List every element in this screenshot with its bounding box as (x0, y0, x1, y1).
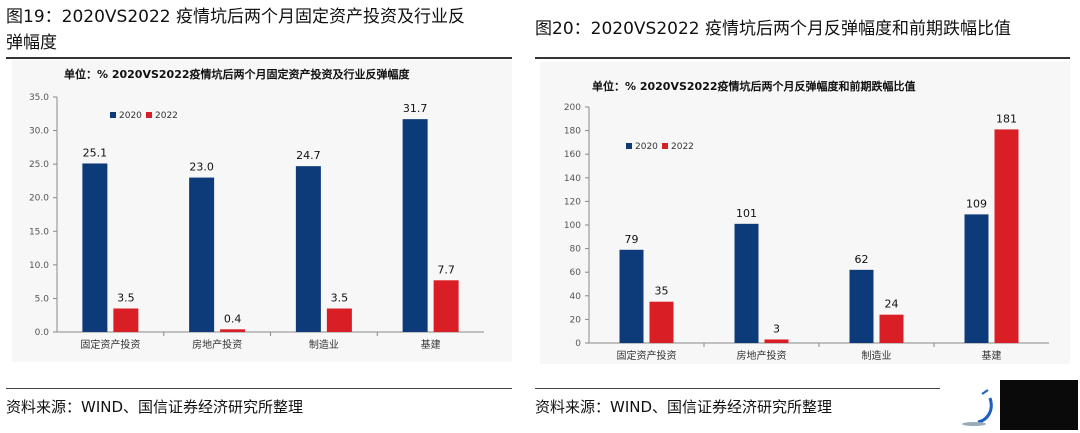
right-top-rule (535, 57, 1070, 59)
bar-2022 (994, 129, 1019, 343)
y-tick-label: 0.0 (35, 328, 50, 338)
y-tick-label: 25.0 (29, 160, 49, 170)
bar-2020 (619, 249, 644, 343)
right-source: 资料来源：WIND、国信证券经济研究所整理 (535, 398, 833, 416)
y-tick-label: 10.0 (29, 261, 49, 271)
x-category-label: 房地产投资 (737, 349, 787, 362)
bar-2020 (295, 166, 321, 332)
data-label-2020: 25.1 (83, 146, 108, 159)
data-label-2022: 3.5 (117, 292, 135, 305)
bar-2022 (764, 339, 789, 343)
legend-label-2022: 2022 (671, 142, 694, 152)
y-tick-label: 40 (570, 292, 582, 302)
x-category-label: 基建 (421, 338, 441, 351)
left-bottom-rule (6, 388, 512, 389)
data-label-2020: 24.7 (296, 149, 321, 162)
y-tick-label: 20 (570, 315, 582, 325)
data-label-2020: 109 (966, 197, 987, 210)
left-chart: 单位：% 2020VS2022疫情坑后两个月固定资产投资及行业反弹幅度 0.0 5.… (29, 67, 484, 351)
data-label-2022: 24 (885, 298, 899, 311)
bar-2022 (649, 301, 674, 343)
y-tick-label: 80 (570, 245, 582, 255)
left-top-rule (6, 57, 512, 59)
data-label-2022: 0.4 (224, 312, 242, 325)
right-chart-panel: 单位：% 2020VS2022疫情坑后两个月反弹幅度和前期跌幅比值 0 20 40 60… (540, 62, 1070, 364)
y-tick-label: 20.0 (29, 194, 49, 204)
y-tick-label: 5.0 (35, 294, 50, 304)
y-tick-label: 15.0 (29, 227, 49, 237)
legend-label-2022: 2022 (155, 111, 178, 121)
bar-2020 (402, 119, 428, 333)
bar-2020 (82, 163, 108, 332)
legend-swatch-2020 (110, 112, 116, 118)
data-label-2020: 31.7 (403, 102, 428, 115)
data-label-2022: 3 (773, 322, 780, 335)
corner-logo-icon (962, 380, 1078, 430)
bar-2020 (849, 269, 874, 343)
y-tick-label: 35.0 (29, 93, 49, 103)
y-tick-label: 0 (575, 339, 581, 349)
x-category-label: 房地产投资 (192, 338, 242, 351)
bar-2020 (964, 214, 989, 343)
bar-2020 (189, 177, 215, 332)
bar-2022 (433, 280, 459, 332)
y-tick-label: 60 (570, 268, 582, 278)
chart-title: 单位：% 2020VS2022疫情坑后两个月反弹幅度和前期跌幅比值 (592, 79, 916, 93)
left-heading-line1: 图19：2020VS2022 疫情坑后两个月固定资产投资及行业反 (6, 7, 465, 27)
data-label-2022: 35 (655, 285, 669, 298)
x-category-label: 制造业 (309, 338, 339, 351)
right-chart: 单位：% 2020VS2022疫情坑后两个月反弹幅度和前期跌幅比值 0 20 40 60… (564, 79, 1049, 362)
left-chart-panel: 单位：% 2020VS2022疫情坑后两个月固定资产投资及行业反弹幅度 0.0 5.… (12, 60, 512, 362)
x-category-label: 固定资产投资 (617, 349, 677, 362)
data-label-2020: 101 (736, 207, 757, 220)
legend-swatch-2022 (662, 143, 668, 149)
data-label-2020: 79 (625, 233, 639, 246)
x-category-label: 制造业 (862, 349, 892, 362)
y-tick-label: 200 (564, 103, 581, 113)
x-category-label: 基建 (982, 349, 1002, 362)
left-figure-heading: 图19：2020VS2022 疫情坑后两个月固定资产投资及行业反 弹幅度 (6, 4, 465, 56)
bar-2022 (879, 314, 904, 343)
bar-2022 (220, 329, 246, 332)
data-label-2022: 3.5 (331, 292, 349, 305)
y-tick-label: 140 (564, 174, 581, 184)
legend-swatch-2022 (146, 112, 152, 118)
x-category-label: 固定资产投资 (80, 338, 140, 351)
y-tick-label: 100 (564, 221, 581, 231)
right-bottom-rule (535, 388, 940, 389)
legend-label-2020: 2020 (119, 111, 142, 121)
data-label-2020: 23.0 (189, 161, 214, 174)
y-tick-label: 30.0 (29, 127, 49, 137)
left-source: 资料来源：WIND、国信证券经济研究所整理 (6, 398, 304, 416)
legend-label-2020: 2020 (635, 142, 658, 152)
bar-2020 (734, 223, 759, 343)
bar-2022 (326, 308, 352, 332)
bar-2022 (113, 308, 139, 332)
y-tick-label: 160 (564, 150, 581, 160)
right-figure-heading: 图20：2020VS2022 疫情坑后两个月反弹幅度和前期跌幅比值 (535, 19, 1011, 39)
y-tick-label: 180 (564, 127, 581, 137)
data-label-2022: 7.7 (437, 263, 455, 276)
y-tick-label: 120 (564, 197, 581, 207)
left-heading-line2: 弹幅度 (6, 33, 57, 53)
chart-title: 单位：% 2020VS2022疫情坑后两个月固定资产投资及行业反弹幅度 (64, 67, 411, 81)
data-label-2022: 181 (996, 112, 1017, 125)
legend-swatch-2020 (626, 143, 632, 149)
data-label-2020: 62 (855, 253, 869, 266)
